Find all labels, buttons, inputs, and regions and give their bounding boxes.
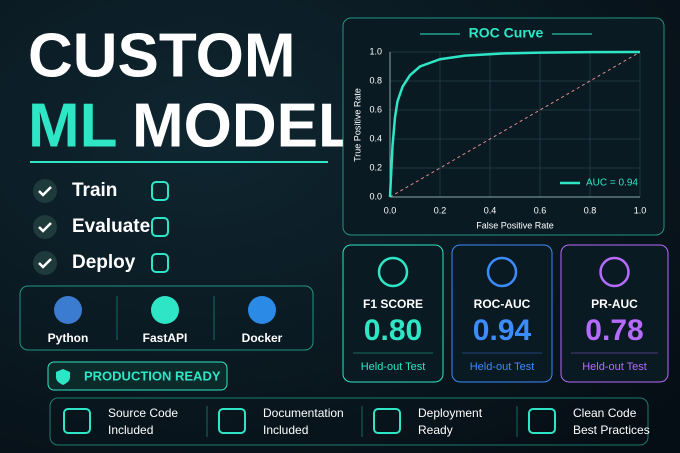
step-icon: [151, 253, 169, 273]
tools-box: [19, 285, 314, 351]
check-mark: [38, 258, 52, 269]
legend-label: AUC = 0.94: [586, 178, 638, 189]
shield-icon: [56, 369, 70, 385]
feature-text: Source Code: [108, 406, 178, 420]
check-label: Evaluate: [72, 216, 150, 237]
metric-note: Held-out Test: [361, 361, 426, 373]
y-tick-label: 0.8: [369, 75, 382, 85]
badge-text: PRODUCTION READY: [84, 368, 221, 383]
metric-value: 0.94: [473, 314, 532, 347]
tool-icon: [151, 296, 179, 324]
tool-label: FastAPI: [143, 331, 188, 345]
y-tick-label: 0.6: [369, 104, 382, 114]
y-tick-label: 0.4: [369, 133, 382, 143]
check-icon: [33, 251, 57, 275]
feature-text: Included: [263, 423, 308, 437]
chart-title: ROC Curve: [469, 25, 544, 41]
check-icon: [33, 215, 57, 239]
feature-text: Deployment: [418, 406, 483, 420]
x-tick-label: 0.0: [384, 205, 397, 215]
feature-text: Ready: [418, 423, 453, 437]
chance-line: [389, 51, 641, 198]
x-axis-label: False Positive Rate: [476, 220, 554, 230]
checklist: Train Evaluate Deploy: [33, 179, 169, 275]
roc-chart: 0.0 0.2 0.4 0.6 0.8 1.0 0.0 0.2 0.4 0.6 0.8 1.0 AUC …: [369, 46, 646, 215]
title-accent: ML: [28, 91, 118, 160]
title: MODEL: [132, 91, 356, 160]
metric-card: [342, 244, 444, 383]
feature-text: Documentation: [263, 406, 344, 420]
tool-icon: [54, 296, 82, 324]
y-axis-label: True Positive Rate: [352, 88, 362, 162]
metric-card: [451, 244, 553, 383]
x-tick-label: 0.2: [434, 205, 447, 215]
tool-icon: [248, 296, 276, 324]
y-tick-label: 0.0: [369, 191, 382, 201]
title: CUSTOM: [28, 21, 296, 90]
metric-value: 0.80: [364, 314, 422, 347]
metric-icon: [599, 256, 630, 288]
step-icon: [151, 217, 169, 237]
x-tick-label: 0.4: [484, 205, 497, 215]
check-mark: [38, 186, 52, 197]
step-icon: [151, 181, 169, 201]
metric-note: Held-out Test: [470, 361, 535, 373]
x-tick-label: 0.6: [534, 205, 547, 215]
metric-icon: [377, 256, 409, 288]
features: Source Code Included Documentation Included…: [63, 406, 650, 437]
feature-text: Included: [108, 423, 153, 437]
feature-icon: [218, 408, 246, 434]
metric-cards: F1 SCORE 0.80 Held-out Test ROC-AUC 0.94 Held…: [342, 244, 669, 383]
tool-label: Docker: [242, 331, 283, 345]
tool-label: Python: [48, 331, 89, 345]
x-tick-label: 1.0: [634, 205, 647, 215]
check-mark: [38, 222, 52, 233]
y-tick-label: 1.0: [369, 46, 382, 56]
chart-panel: [342, 17, 665, 236]
check-label: Train: [72, 180, 117, 201]
feature-text: Best Practices: [573, 423, 650, 437]
metric-label: PR-AUC: [591, 297, 638, 311]
x-tick-label: 0.8: [584, 205, 597, 215]
feature-icon: [63, 408, 91, 434]
feature-icon: [528, 408, 556, 434]
badge: [47, 361, 228, 391]
metric-value: 0.78: [585, 314, 643, 347]
tools: Python FastAPI Docker: [48, 296, 283, 345]
metric-label: ROC-AUC: [474, 297, 531, 311]
y-tick-label: 0.2: [369, 162, 382, 172]
features-box: [49, 397, 649, 446]
feature-icon: [373, 408, 401, 434]
check-label: Deploy: [72, 252, 136, 273]
feature-text: Clean Code: [573, 406, 637, 420]
metric-note: Held-out Test: [582, 361, 647, 373]
metric-label: F1 SCORE: [363, 297, 423, 311]
metric-icon: [486, 256, 518, 288]
check-icon: [33, 179, 57, 203]
roc-line: [388, 50, 641, 198]
metric-card: [560, 244, 669, 383]
